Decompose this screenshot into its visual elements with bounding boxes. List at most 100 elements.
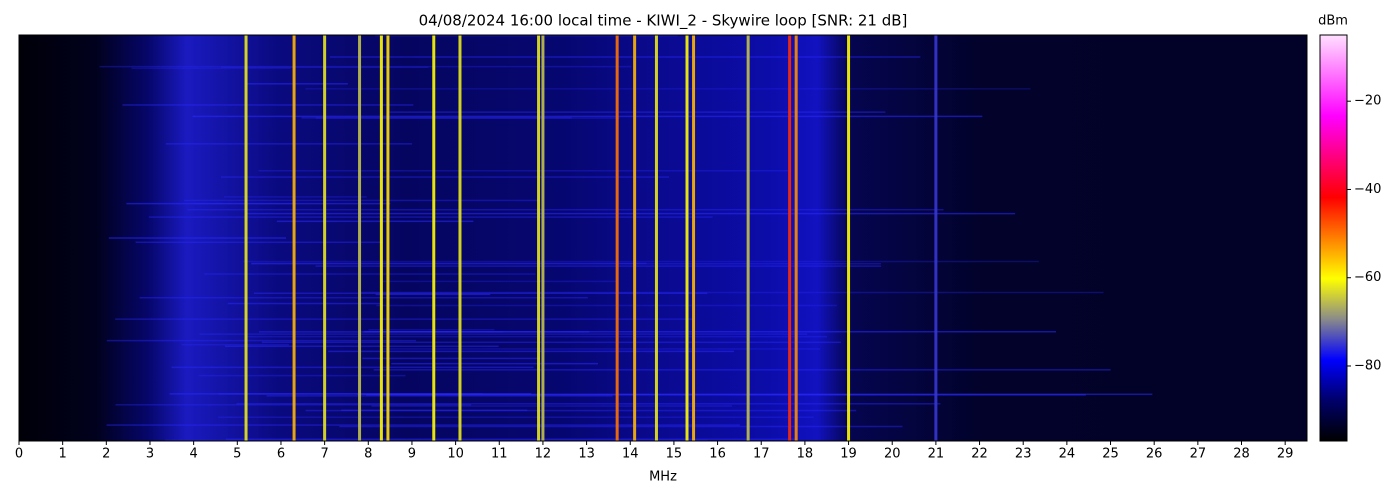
x-tick-label: 9 bbox=[408, 447, 416, 462]
colorbar-label: dBm bbox=[1318, 14, 1348, 29]
chart-title: 04/08/2024 16:00 local time - KIWI_2 - S… bbox=[419, 12, 908, 31]
noise-streak bbox=[245, 212, 1016, 215]
signal bbox=[292, 35, 296, 441]
x-tick-label: 25 bbox=[1102, 447, 1119, 462]
x-tick-label: 5 bbox=[233, 447, 241, 462]
x-tick-label: 23 bbox=[1015, 447, 1032, 462]
noise-streak bbox=[305, 88, 1031, 90]
noise-streak bbox=[371, 405, 733, 407]
plot-frame bbox=[18, 34, 1308, 442]
noise-streak bbox=[221, 176, 669, 178]
noise-streak bbox=[218, 393, 483, 395]
noise-streak bbox=[184, 199, 540, 202]
noise-streak bbox=[135, 241, 383, 244]
x-tick-label: 7 bbox=[320, 447, 328, 462]
noise-streak bbox=[106, 339, 416, 342]
noise-streak bbox=[339, 425, 903, 428]
noise-streak bbox=[227, 302, 381, 305]
colorbar-tick-label: −20 bbox=[1354, 94, 1381, 109]
x-tick-label: 29 bbox=[1277, 447, 1294, 462]
noise-streak bbox=[305, 409, 857, 412]
noise-streak bbox=[258, 170, 789, 172]
noise-streak bbox=[108, 237, 287, 239]
noise-streak bbox=[199, 333, 808, 335]
noise-streak bbox=[376, 304, 837, 307]
noise-streak bbox=[360, 291, 1104, 294]
noise-streak bbox=[329, 56, 921, 58]
colorbar-tick-label: −60 bbox=[1354, 270, 1381, 285]
signal bbox=[244, 35, 248, 441]
x-tick-label: 14 bbox=[622, 447, 639, 462]
x-tick-label: 11 bbox=[491, 447, 508, 462]
signal bbox=[615, 35, 619, 441]
signals bbox=[244, 35, 938, 441]
signal bbox=[692, 35, 696, 441]
noise-streak bbox=[382, 348, 821, 350]
noise-streak bbox=[126, 202, 391, 205]
noise-streak bbox=[225, 438, 798, 441]
signal bbox=[386, 35, 390, 441]
x-tick-label: 2 bbox=[102, 447, 110, 462]
noise-streak bbox=[261, 341, 842, 344]
noise-streak bbox=[373, 369, 1111, 371]
noise-streak bbox=[362, 357, 541, 360]
noise-streak bbox=[122, 104, 414, 106]
noise-streak bbox=[301, 117, 572, 119]
noise-streak bbox=[276, 220, 474, 223]
x-tick-label: 24 bbox=[1059, 447, 1076, 462]
noise-streak bbox=[389, 111, 886, 113]
noise-streak bbox=[181, 344, 289, 346]
x-tick-label: 4 bbox=[190, 447, 198, 462]
noise-streak bbox=[245, 83, 348, 85]
noise-streak bbox=[139, 296, 588, 299]
noise-streak bbox=[375, 35, 678, 37]
x-tick-label: 27 bbox=[1190, 447, 1207, 462]
signal bbox=[379, 35, 383, 441]
colorbar-tick-label: −40 bbox=[1354, 182, 1381, 197]
x-tick-label: 16 bbox=[709, 447, 726, 462]
noise-streak bbox=[171, 366, 534, 369]
noise-streak bbox=[251, 262, 647, 265]
x-tick-label: 22 bbox=[971, 447, 988, 462]
signal bbox=[432, 35, 436, 441]
noise-streak bbox=[243, 260, 1039, 263]
signal bbox=[654, 35, 658, 441]
noise-streak bbox=[218, 416, 814, 418]
noise-streak bbox=[192, 115, 983, 118]
noise-streak bbox=[165, 439, 708, 441]
noise-streak bbox=[198, 374, 406, 377]
noise-streak bbox=[148, 216, 713, 218]
x-tick-label: 1 bbox=[59, 447, 67, 462]
signal bbox=[746, 35, 750, 441]
noise-streak bbox=[368, 328, 495, 331]
x-tick-label: 19 bbox=[840, 447, 857, 462]
noise-streak bbox=[165, 143, 413, 145]
noise-streak bbox=[253, 292, 708, 295]
signal bbox=[847, 35, 851, 441]
noise-streak bbox=[266, 395, 613, 397]
x-tick-label: 21 bbox=[928, 447, 945, 462]
noise-streak bbox=[106, 424, 740, 426]
signal bbox=[537, 35, 541, 441]
signal bbox=[458, 35, 462, 441]
noise-streak bbox=[251, 262, 882, 265]
x-tick-label: 20 bbox=[884, 447, 901, 462]
signal bbox=[794, 35, 798, 441]
noise-streak bbox=[99, 65, 632, 68]
noise-streak bbox=[224, 345, 499, 348]
x-tick-label: 3 bbox=[146, 447, 154, 462]
noise-streak bbox=[236, 403, 941, 405]
x-tick-label: 17 bbox=[753, 447, 770, 462]
noise-texture bbox=[99, 35, 1153, 441]
noise-streak bbox=[204, 273, 536, 275]
noise-streak bbox=[382, 280, 618, 283]
noise-streak bbox=[315, 265, 882, 267]
noise-streak bbox=[187, 208, 944, 211]
noise-streak bbox=[364, 330, 1056, 333]
signal bbox=[323, 35, 327, 441]
signal bbox=[685, 35, 689, 441]
x-tick-label: 6 bbox=[277, 447, 285, 462]
noise-streak bbox=[315, 117, 620, 119]
